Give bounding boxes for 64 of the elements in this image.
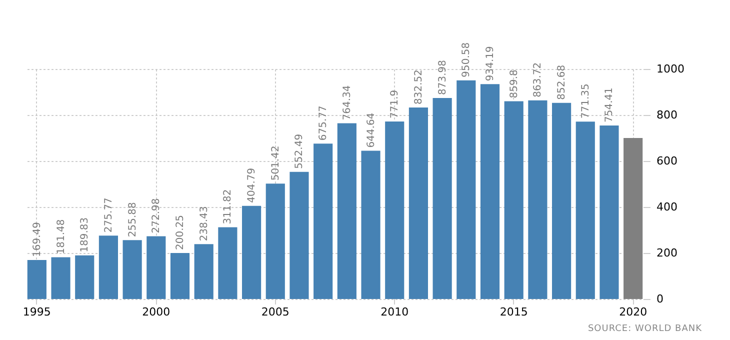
bar: [600, 125, 619, 299]
bar: [51, 257, 70, 299]
bar: [122, 240, 142, 299]
y-tick-label: 400: [656, 200, 678, 214]
data-label: 189.83: [80, 217, 91, 252]
bar: [456, 80, 476, 299]
bar: [361, 150, 380, 299]
bar: [218, 227, 238, 299]
data-label: 501.42: [270, 146, 282, 181]
x-tick-label: 1995: [22, 306, 51, 318]
data-label: 200.25: [175, 214, 186, 250]
data-label: 169.49: [32, 222, 43, 258]
bar: [528, 100, 548, 299]
data-label: 764.34: [342, 85, 353, 120]
bar: [242, 206, 262, 299]
data-label: 311.82: [222, 189, 234, 224]
x-tick-label: 2000: [142, 306, 170, 318]
data-label: 644.64: [366, 112, 377, 148]
bar: [504, 101, 524, 299]
data-label: 552.49: [294, 134, 306, 169]
x-tick-label: 2010: [380, 306, 409, 318]
data-label: 275.77: [103, 198, 114, 233]
y-tick-label: 0: [656, 292, 664, 306]
data-label: 852.68: [556, 64, 568, 100]
data-label: 934.19: [485, 46, 496, 82]
data-label: 404.79: [246, 168, 258, 203]
bar: [290, 172, 309, 299]
data-label: 255.88: [127, 202, 138, 238]
bar: [480, 84, 500, 299]
bar: [194, 244, 214, 299]
data-label: 754.41: [604, 87, 616, 122]
data-label: 863.72: [532, 62, 544, 98]
bar: [432, 98, 452, 299]
bar: [576, 122, 595, 299]
bar: [337, 123, 356, 299]
y-tick-label: 1000: [656, 62, 684, 76]
bar: [27, 260, 46, 299]
y-tick-label: 600: [656, 154, 678, 168]
data-label: 181.48: [56, 219, 67, 254]
data-label: 832.52: [413, 70, 424, 105]
bar: [624, 138, 643, 299]
bar: [170, 252, 190, 299]
y-tick-label: 800: [656, 108, 678, 122]
source-note: SOURCE: WORLD BANK: [588, 324, 702, 334]
bar: [266, 184, 285, 299]
bar: [98, 236, 118, 299]
data-label: 950.58: [461, 42, 472, 78]
data-label: 859.8: [508, 70, 520, 98]
y-tick-label: 200: [656, 246, 678, 260]
x-tick-label: 2015: [500, 306, 528, 318]
bar: [314, 144, 333, 299]
x-tick-label: 2005: [261, 306, 290, 318]
bar: [146, 236, 166, 299]
data-label: 771.35: [580, 84, 592, 119]
x-tick-label: 2020: [619, 306, 648, 318]
data-label: 272.98: [151, 198, 162, 234]
data-label: 771.9: [390, 90, 401, 118]
bar: [385, 121, 404, 299]
bar: [75, 255, 94, 299]
bar: [552, 102, 572, 299]
bar: [408, 108, 428, 299]
data-label: 238.43: [198, 206, 210, 242]
data-label: 675.77: [318, 106, 330, 141]
data-label: 873.98: [437, 60, 448, 95]
